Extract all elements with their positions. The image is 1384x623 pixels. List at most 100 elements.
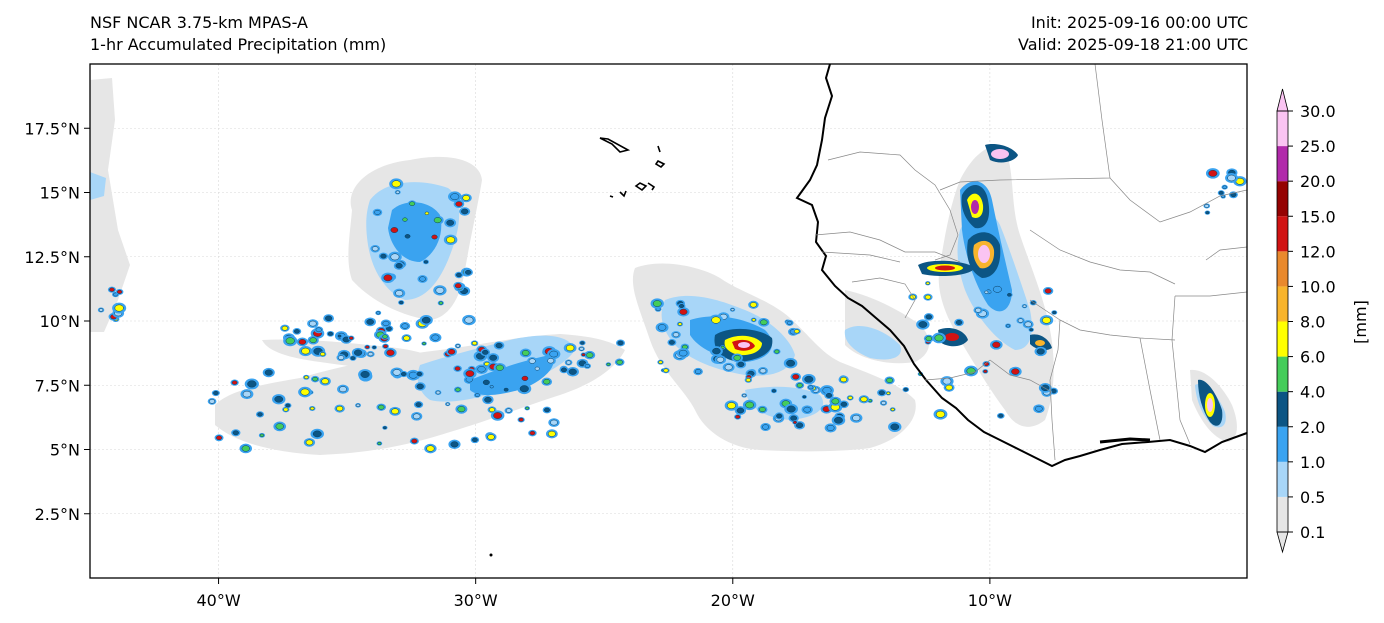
colorbar-tick-label: 10.0 xyxy=(1300,277,1336,296)
precip-cell-core xyxy=(521,350,530,356)
precip-cell-core xyxy=(678,303,685,309)
precip-cell-core xyxy=(383,274,393,282)
lat-tick-label: 10°N xyxy=(40,312,80,331)
precip-cell-core xyxy=(606,362,611,366)
precip-cell-core xyxy=(730,308,735,312)
precip-heavy-cells xyxy=(714,144,1223,426)
precip-cell-core xyxy=(1036,348,1045,355)
precip-cell-core xyxy=(421,316,431,324)
precip-cell-core xyxy=(484,396,492,403)
colorbar-unit-label: [mm] xyxy=(1351,300,1370,344)
precip-cell-core xyxy=(390,227,399,233)
precip-cell-core xyxy=(294,329,300,334)
precip-cell-core xyxy=(890,407,895,412)
precip-cell-core xyxy=(419,276,426,282)
precip-cell-core xyxy=(309,337,317,344)
precip-cell-core xyxy=(1222,185,1227,189)
precip-cell-core xyxy=(372,345,377,349)
precip-cell-core xyxy=(1007,293,1012,297)
precip-cell-core xyxy=(461,208,469,215)
precip-cell-core xyxy=(391,180,401,188)
precip-cell-core xyxy=(109,287,115,292)
precip-cell-core xyxy=(312,376,319,382)
precip-cell-core xyxy=(455,387,461,392)
precip-cell-core xyxy=(1024,321,1032,328)
precip-cell-core xyxy=(803,406,811,413)
model-name: NSF NCAR 3.75-km MPAS-A xyxy=(90,13,308,32)
precip-cell-core xyxy=(521,375,529,381)
precip-cell-core xyxy=(232,430,239,436)
precip-cell-core xyxy=(114,304,124,312)
precip-cell-core xyxy=(711,316,721,324)
precip-cell-core xyxy=(992,341,1001,348)
coastal-lagoons xyxy=(1099,437,1151,444)
precip-cell-core xyxy=(652,300,662,307)
precip-cell-core xyxy=(1205,211,1210,215)
precip-cell-core xyxy=(462,195,470,201)
colorbar-tick-label: 0.5 xyxy=(1300,488,1325,507)
precip-cell-core xyxy=(339,386,347,393)
precip-cell-core xyxy=(658,360,663,364)
precip-cell-core xyxy=(786,405,796,413)
precip-cell-core xyxy=(749,302,757,308)
precip-cell-core xyxy=(312,430,322,438)
precip-cell-core xyxy=(390,253,400,261)
precip-cell-core xyxy=(975,307,982,313)
colorbar-segment xyxy=(1277,216,1288,252)
precip-cell-core xyxy=(424,211,430,216)
precip-cell-core xyxy=(464,316,474,324)
colorbar-segment xyxy=(1277,146,1288,182)
precip-cell-core xyxy=(528,358,536,364)
precip-cell-core xyxy=(1208,169,1218,177)
precip-cell-core xyxy=(304,375,309,380)
precip-cell-core xyxy=(745,378,751,383)
precip-cell-core xyxy=(529,430,536,436)
precip-cell-core xyxy=(925,314,933,320)
precip-cell-core xyxy=(886,377,893,383)
precip-cell-core xyxy=(348,336,354,340)
precip-cell-core xyxy=(720,345,725,349)
precip-cell-core xyxy=(1218,190,1224,195)
precip-cell-core xyxy=(1035,405,1043,412)
lon-tick-label: 40°W xyxy=(196,591,240,610)
precip-cell-core xyxy=(474,393,480,397)
precip-cell-core xyxy=(488,407,495,413)
colorbar: 0.1 0.5 1.0 2.0 4.0 6.0 8.0 10.0 12.0 15.0 20.0 25.… xyxy=(1276,88,1336,554)
precip-cell-core xyxy=(663,368,669,373)
precip-cell-core xyxy=(998,413,1004,418)
precip-cell-core xyxy=(395,190,400,194)
precip-cell-core xyxy=(353,349,363,356)
precip-cell-core xyxy=(438,301,443,305)
cape-verde-islands-south xyxy=(609,145,666,198)
precip-cell-core xyxy=(840,401,848,407)
precip-cell-core xyxy=(404,234,411,239)
precip-cell-core xyxy=(454,366,461,371)
precip-cell-core xyxy=(477,366,486,373)
precip-cell-core xyxy=(795,422,804,429)
precip-cell-core xyxy=(802,395,807,399)
precip-cell-core xyxy=(495,364,504,371)
colorbar-max-extend xyxy=(1276,88,1289,112)
precip-cell-core xyxy=(446,236,455,244)
precip-cell-core xyxy=(337,334,342,338)
precip-cell-core xyxy=(487,434,495,440)
precip-cell-core xyxy=(457,406,466,413)
precip-cell-core xyxy=(482,349,489,355)
precip-cell-core xyxy=(727,402,736,409)
precip-cell-core xyxy=(935,410,945,418)
precip-cell-core xyxy=(309,320,317,327)
west-africa-coastline xyxy=(795,64,1247,468)
precip-cell-core xyxy=(793,420,797,424)
precip-cell-core xyxy=(378,404,385,410)
precip-cell-core xyxy=(1017,318,1024,323)
precip-cell-core xyxy=(934,334,944,342)
precip-cell-core xyxy=(826,424,835,431)
precip-cell-core xyxy=(411,438,418,444)
precip-cell-core xyxy=(400,371,407,377)
precip-cell-core xyxy=(550,419,558,426)
precip-cell-core xyxy=(422,342,426,346)
precip-cell-core xyxy=(399,300,404,305)
precip-cell-core xyxy=(431,234,438,240)
colorbar-tick-label: 30.0 xyxy=(1300,102,1336,121)
precip-cell-core xyxy=(1022,304,1027,308)
